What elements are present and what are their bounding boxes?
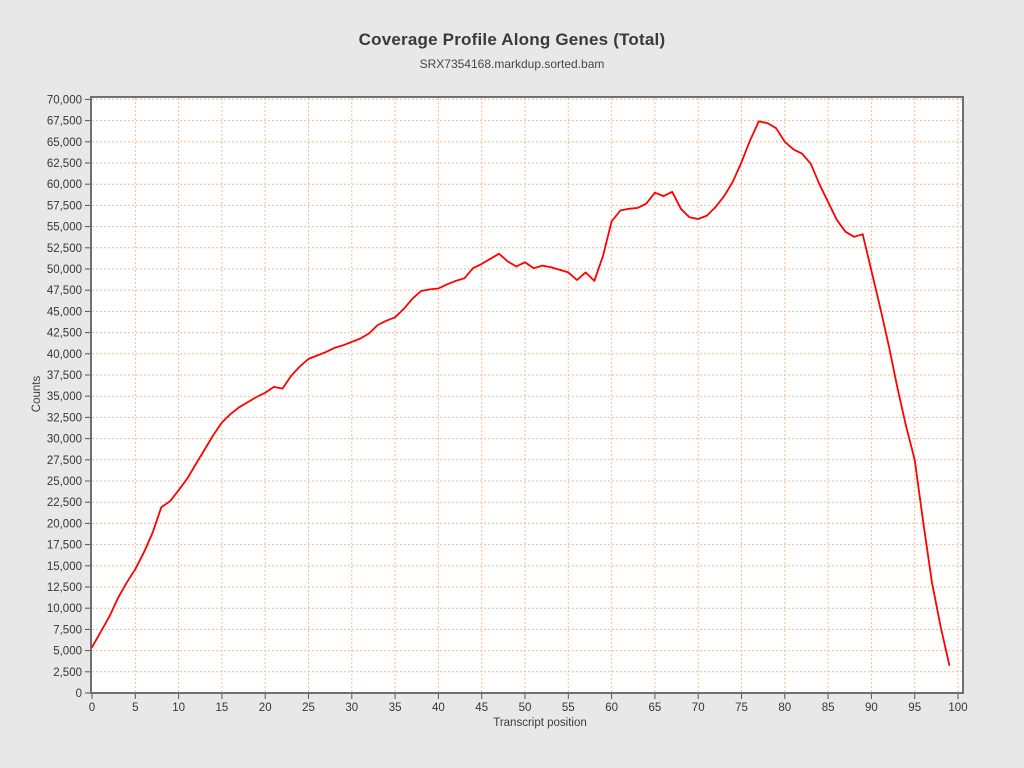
y-tick-label: 45,000 [47, 306, 82, 318]
y-tick-label: 5,000 [53, 646, 82, 658]
x-tick-label: 30 [345, 702, 358, 714]
y-tick-label: 2,500 [53, 667, 82, 679]
x-axis-label: Transcript position [493, 717, 587, 729]
y-tick-label: 17,500 [47, 540, 82, 552]
x-tick-label: 90 [865, 702, 878, 714]
chart-subtitle: SRX7354168.markdup.sorted.bam [419, 57, 605, 71]
x-tick-label: 10 [172, 702, 185, 714]
plot-frame [90, 96, 964, 694]
x-tick-label: 95 [908, 702, 921, 714]
x-tick-label: 85 [822, 702, 835, 714]
x-tick-label: 75 [735, 702, 748, 714]
y-tick-label: 7,500 [53, 624, 82, 636]
x-tick-label: 50 [519, 702, 532, 714]
y-tick-label: 30,000 [47, 434, 82, 446]
x-tick-label: 20 [259, 702, 272, 714]
y-tick-label: 32,500 [47, 412, 82, 424]
y-tick-label: 40,000 [47, 349, 82, 361]
y-tick-label: 50,000 [47, 264, 82, 276]
y-tick-label: 10,000 [47, 603, 82, 615]
y-tick-label: 62,500 [47, 158, 82, 170]
y-tick-label: 70,000 [47, 94, 82, 106]
x-tick-label: 25 [302, 702, 315, 714]
y-tick-label: 47,500 [47, 285, 82, 297]
y-tick-label: 20,000 [47, 518, 82, 530]
y-tick-label: 12,500 [47, 582, 82, 594]
x-tick-label: 55 [562, 702, 575, 714]
x-tick-label: 100 [948, 702, 967, 714]
plot-area [91, 97, 963, 693]
x-tick-label: 40 [432, 702, 445, 714]
x-tick-label: 60 [605, 702, 618, 714]
x-tick-label: 70 [692, 702, 705, 714]
x-tick-label: 80 [778, 702, 791, 714]
x-tick-label: 45 [475, 702, 488, 714]
y-tick-label: 65,000 [47, 137, 82, 149]
y-tick-label: 55,000 [47, 222, 82, 234]
y-tick-label: 37,500 [47, 370, 82, 382]
y-tick-label: 22,500 [47, 497, 82, 509]
y-tick-label: 60,000 [47, 179, 82, 191]
y-tick-label: 52,500 [47, 243, 82, 255]
y-tick-label: 42,500 [47, 328, 82, 340]
coverage-series-line [91, 120, 951, 666]
y-tick-label: 25,000 [47, 476, 82, 488]
y-tick-label: 57,500 [47, 200, 82, 212]
x-tick-label: 5 [132, 702, 138, 714]
y-tick-label: 27,500 [47, 455, 82, 467]
y-tick-label: 35,000 [47, 391, 82, 403]
y-tick-label: 15,000 [47, 561, 82, 573]
y-tick-label: 0 [76, 688, 82, 700]
x-tick-label: 35 [389, 702, 402, 714]
chart-title: Coverage Profile Along Genes (Total) [358, 30, 666, 49]
x-tick-label: 0 [89, 702, 95, 714]
x-tick-label: 65 [649, 702, 662, 714]
y-tick-label: 67,500 [47, 116, 82, 128]
x-tick-label: 15 [216, 702, 229, 714]
